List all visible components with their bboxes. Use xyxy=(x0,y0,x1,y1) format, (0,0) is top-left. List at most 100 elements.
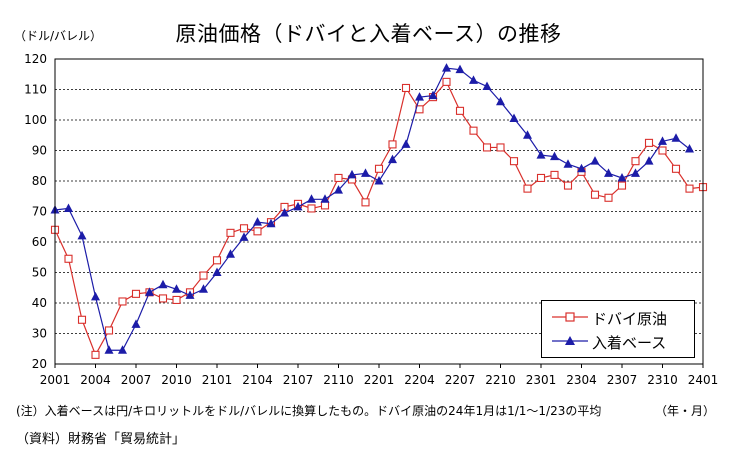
data-point-landed xyxy=(644,156,654,165)
data-point-dubai xyxy=(172,295,181,305)
data-point-landed xyxy=(631,168,640,177)
x-tick-label: 2210 xyxy=(485,373,516,387)
x-axis-unit-label: （年・月） xyxy=(654,404,715,418)
data-point-landed xyxy=(253,217,262,226)
data-point-dubai xyxy=(361,198,370,207)
data-point-dubai xyxy=(482,143,492,152)
legend-label-landed: 入着ベース xyxy=(592,334,667,352)
y-tick-label: 100 xyxy=(24,113,47,127)
legend-item-landed: 入着ベース xyxy=(550,331,690,352)
data-point-landed xyxy=(118,345,127,354)
data-point-landed xyxy=(320,194,330,203)
data-point-dubai xyxy=(469,126,478,135)
data-point-dubai xyxy=(509,157,519,166)
data-point-landed xyxy=(550,151,559,161)
data-point-landed xyxy=(307,194,316,203)
data-point-landed xyxy=(91,291,100,301)
data-point-dubai xyxy=(401,83,411,93)
x-tick-labels: 2001 2004 2007 2010 2101 2104 2107 2110 2201 2204… xyxy=(40,364,718,387)
data-point-dubai xyxy=(590,190,600,199)
data-point-dubai xyxy=(118,297,127,306)
x-tick-label: 2001 xyxy=(40,373,71,387)
x-tick-label: 2301 xyxy=(526,373,557,387)
y-tick-label: 30 xyxy=(32,327,47,341)
x-tick-label: 2204 xyxy=(404,373,435,387)
legend-swatch-dubai xyxy=(552,312,588,322)
data-point-dubai xyxy=(131,289,141,298)
data-point-landed xyxy=(64,203,73,212)
data-point-dubai xyxy=(631,157,640,166)
data-point-dubai xyxy=(685,184,694,193)
y-axis-unit-label: （ドル/バレル） xyxy=(14,29,103,43)
data-point-dubai xyxy=(77,315,87,324)
data-point-landed xyxy=(685,143,694,153)
y-tick-label: 80 xyxy=(32,174,47,188)
data-point-dubai xyxy=(617,181,627,190)
data-point-landed xyxy=(455,64,465,74)
legend-swatch-landed xyxy=(552,336,588,345)
data-point-landed xyxy=(334,185,343,194)
data-point-landed xyxy=(212,267,222,276)
y-tick-label: 20 xyxy=(32,357,47,371)
data-point-dubai xyxy=(644,138,654,147)
data-point-landed xyxy=(280,208,289,217)
legend: ドバイ原油 入着ベース xyxy=(541,300,695,358)
legend-item-dubai: ドバイ原油 xyxy=(550,307,690,328)
y-tick-label: 90 xyxy=(32,144,47,158)
data-point-landed xyxy=(496,96,505,106)
y-tick-label: 110 xyxy=(24,83,47,97)
data-point-dubai xyxy=(536,173,546,182)
data-point-dubai xyxy=(226,228,235,237)
data-point-landed xyxy=(563,159,573,168)
source-note: （資料）財務省「貿易統計」 xyxy=(16,432,186,447)
y-tick-label: 70 xyxy=(32,205,47,219)
data-point-landed xyxy=(293,201,303,211)
y-tick-label: 120 xyxy=(24,52,47,66)
grid-lines xyxy=(55,89,703,334)
data-point-landed xyxy=(347,169,357,179)
data-point-dubai xyxy=(199,271,208,280)
x-tick-label: 2310 xyxy=(647,373,678,387)
data-point-landed xyxy=(185,290,195,299)
legend-label-dubai: ドバイ原油 xyxy=(592,310,668,328)
data-point-dubai xyxy=(64,254,73,263)
x-tick-label: 2304 xyxy=(566,373,597,387)
data-point-dubai xyxy=(158,294,168,303)
data-point-dubai xyxy=(455,106,465,115)
data-point-landed xyxy=(509,113,519,122)
data-point-landed xyxy=(374,176,384,185)
data-point-landed xyxy=(469,75,478,84)
data-point-dubai xyxy=(307,204,316,213)
data-point-landed xyxy=(199,284,208,293)
data-point-landed xyxy=(158,279,168,289)
data-point-dubai xyxy=(496,143,505,152)
x-tick-label: 2207 xyxy=(445,373,476,387)
y-tick-labels: 20 30 40 50 60 70 80 90 100 110 120 xyxy=(24,52,47,371)
data-point-landed xyxy=(104,345,114,354)
data-point-dubai xyxy=(334,173,343,182)
data-point-landed xyxy=(590,156,600,165)
data-point-landed xyxy=(428,90,438,100)
y-tick-label: 60 xyxy=(32,235,47,249)
data-point-landed xyxy=(172,284,181,293)
y-tick-label: 40 xyxy=(32,296,47,310)
data-point-landed xyxy=(131,319,141,328)
chart-title: 原油価格（ドバイと入着ベース）の推移 xyxy=(175,22,562,46)
x-tick-label: 2010 xyxy=(161,373,192,387)
data-point-dubai xyxy=(658,146,667,155)
data-point-dubai xyxy=(104,326,114,335)
data-point-landed xyxy=(266,218,276,228)
data-point-landed xyxy=(415,92,424,101)
footnote: (注）入着ベースは円/キロリットルをドル/バレルに換算したもの。ドバイ原油の24… xyxy=(16,404,602,418)
data-point-landed xyxy=(658,136,667,145)
data-point-landed xyxy=(239,232,249,241)
data-point-dubai xyxy=(442,77,451,86)
data-point-landed xyxy=(361,168,370,177)
y-tick-label: 50 xyxy=(32,266,47,280)
data-point-dubai xyxy=(671,164,681,173)
data-point-dubai xyxy=(253,227,262,236)
x-tick-label: 2007 xyxy=(121,373,152,387)
data-point-landed xyxy=(77,230,87,240)
data-point-landed xyxy=(671,133,681,142)
